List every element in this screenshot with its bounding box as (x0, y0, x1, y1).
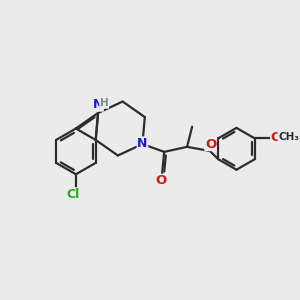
Text: N: N (93, 98, 103, 111)
Text: N: N (137, 137, 148, 150)
Text: H: H (100, 98, 109, 108)
Text: O: O (205, 138, 216, 151)
Text: O: O (155, 174, 166, 188)
Text: CH₃: CH₃ (278, 132, 299, 142)
Text: O: O (271, 131, 282, 144)
Text: Cl: Cl (66, 188, 79, 201)
